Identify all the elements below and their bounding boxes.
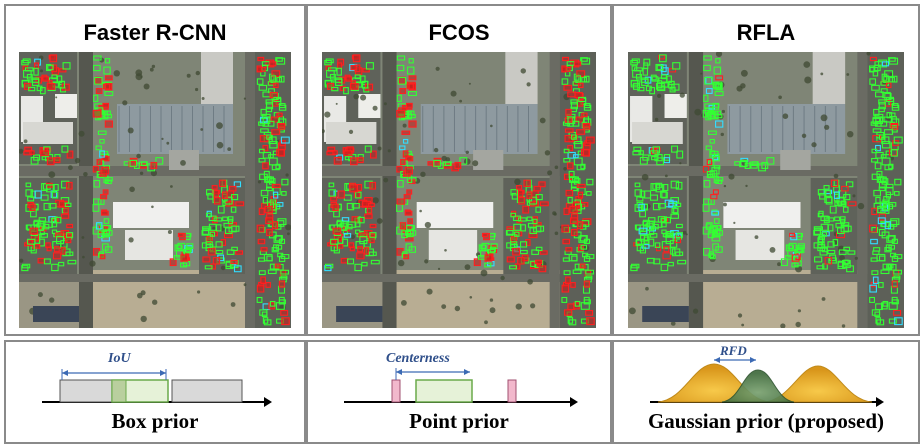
panel-faster-rcnn: Faster R-CNN xyxy=(4,4,306,336)
aerial-image-faster-rcnn xyxy=(19,52,291,328)
axis-arrowhead xyxy=(264,397,272,407)
gaussian-right xyxy=(763,365,873,403)
column-title: Faster R-CNN xyxy=(83,20,227,45)
box-gray-right xyxy=(171,379,243,403)
point-prior-label: Point prior xyxy=(409,409,509,433)
aerial-image-fcos xyxy=(322,52,596,328)
aerial-detection-image xyxy=(628,52,904,328)
aerial-image-rfla xyxy=(628,52,904,328)
box-prior-diagram xyxy=(42,369,272,407)
box-overlap xyxy=(111,379,127,403)
gaussian-prior-label: Gaussian prior (proposed) xyxy=(647,409,885,433)
panel-box-prior: IoU Box prior xyxy=(4,340,306,444)
box-green xyxy=(415,379,473,403)
panel-fcos: FCOS xyxy=(306,4,612,336)
box-prior-label: Box prior xyxy=(111,409,199,433)
aerial-detection-image xyxy=(19,52,291,328)
panel-gaussian-prior: RFD Gaussian prior (proposed) xyxy=(612,340,920,444)
axis-arrowhead xyxy=(876,397,884,407)
panel-rfla: RFLA xyxy=(612,4,920,336)
gaussian-prior-diagram xyxy=(650,357,884,407)
rfd-label: RFD xyxy=(720,343,747,358)
point-left xyxy=(391,379,401,403)
iou-label: IoU xyxy=(108,351,131,366)
aerial-detection-image xyxy=(322,52,596,328)
column-title: RFLA xyxy=(736,20,796,45)
panel-point-prior: Centerness Point prior xyxy=(306,340,612,444)
column-title: FCOS xyxy=(428,20,490,45)
point-right xyxy=(507,379,517,403)
point-prior-diagram xyxy=(344,368,578,407)
axis-arrowhead xyxy=(570,397,578,407)
centerness-label: Centerness xyxy=(386,351,450,366)
gaussian-middle xyxy=(721,369,795,403)
